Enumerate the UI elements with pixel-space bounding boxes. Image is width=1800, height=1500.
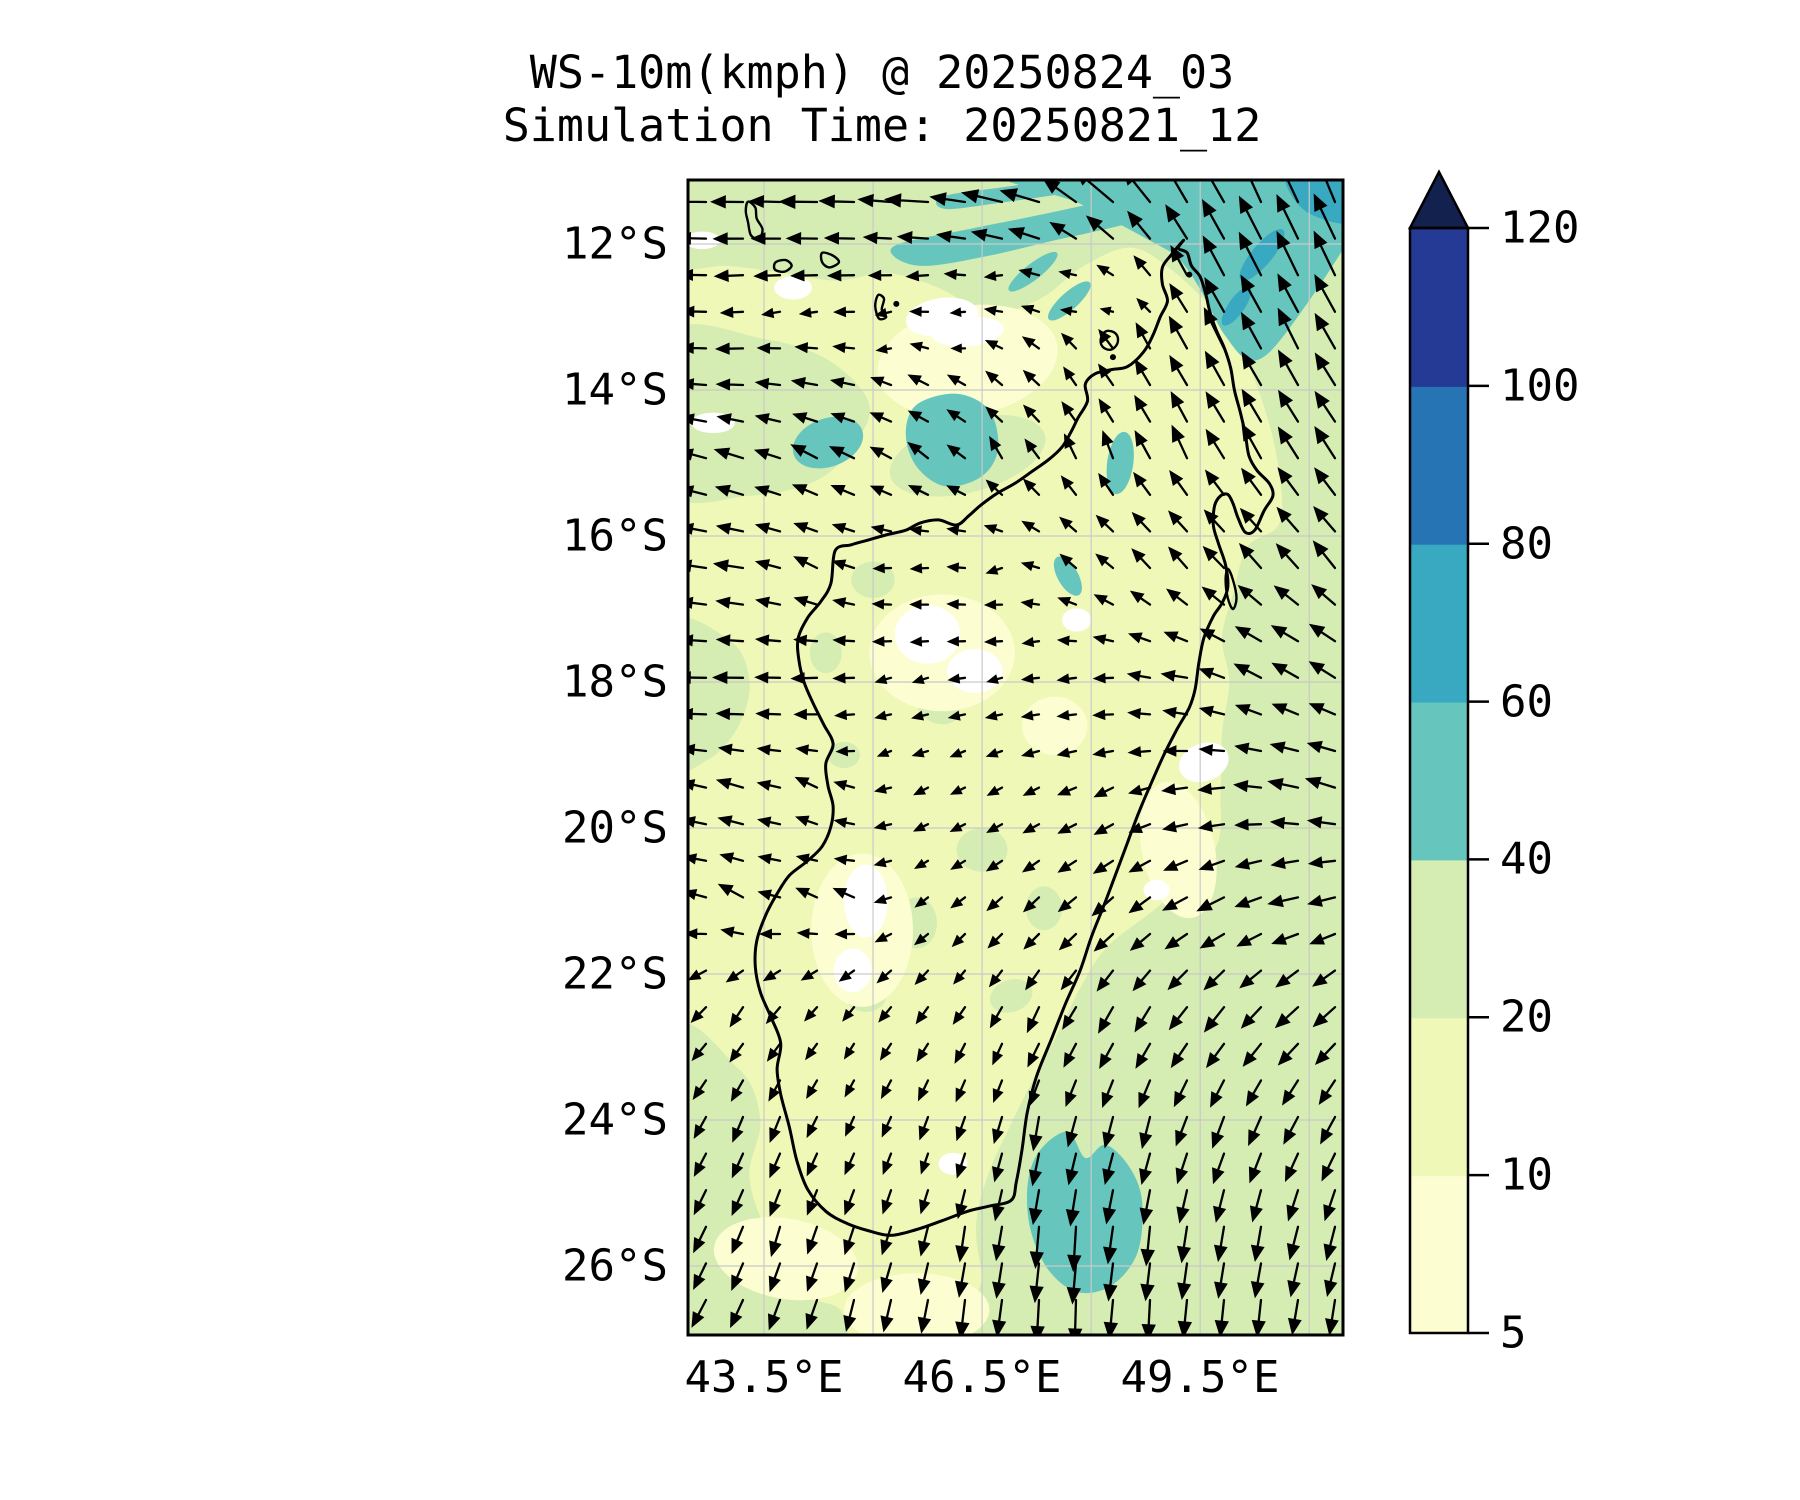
contour-region-40-60 — [905, 393, 999, 487]
lon-tick-label-49-5e: 49.5°E — [1120, 1352, 1280, 1403]
lat-tick-label-22s: 22°S — [562, 948, 668, 1000]
contour-region-<5 — [1062, 608, 1092, 632]
graticule — [688, 180, 1343, 1335]
plot-title-line1: WS-10m(kmph) @ 20250824_03 — [529, 46, 1235, 99]
wind-quiver — [688, 180, 1339, 1335]
contour-region-<5 — [688, 231, 721, 250]
colorbar-tick-100: 100 — [1500, 360, 1580, 412]
contour-region-20-40 — [967, 180, 1343, 1335]
lat-tick-label-26s: 26°S — [562, 1240, 668, 1292]
contour-region-<5 — [1143, 879, 1170, 901]
contour-region-<5 — [931, 316, 1004, 347]
colorbar-outline — [1408, 226, 1470, 1335]
islet-dot — [1186, 271, 1193, 278]
contour-region-40-60 — [890, 185, 1188, 266]
islet-dot — [893, 300, 900, 307]
coastline-madagascar — [753, 238, 1275, 1237]
colorbar-tick-40: 40 — [1500, 833, 1553, 885]
map-border — [686, 178, 1345, 1337]
contour-region-<5 — [774, 276, 812, 300]
coastline-island — [1224, 567, 1238, 611]
lat-tick-label-20s: 20°S — [562, 802, 668, 854]
contour-region-20-40 — [989, 979, 1033, 1013]
colorbar — [1407, 169, 1489, 1335]
colorbar-tick-80: 80 — [1500, 518, 1553, 570]
colorbar-tick-60: 60 — [1500, 676, 1553, 728]
contour-region-60-80 — [1239, 229, 1285, 281]
contour-region-40-60 — [1053, 556, 1082, 596]
colorbar-segment — [1410, 543, 1468, 703]
contour-region-5-10 — [713, 1217, 858, 1301]
contour-region-40-60 — [936, 180, 1125, 210]
lat-tick-label-14s: 14°S — [562, 364, 668, 416]
contour-region-40-60 — [1106, 431, 1134, 495]
contour-region-20-40 — [1025, 886, 1063, 931]
contour-region-40-60 — [1008, 251, 1058, 292]
colorbar-segment — [1410, 1017, 1468, 1177]
contour-region-<5 — [894, 605, 961, 664]
colorbar-segment — [1410, 701, 1468, 861]
lat-tick-label-18s: 18°S — [562, 656, 668, 708]
contour-region-<5 — [947, 649, 1003, 693]
lon-tick-label-46-5e: 46.5°E — [902, 1352, 1062, 1403]
contour-region-5-10 — [843, 1273, 990, 1335]
lat-tick-label-16s: 16°S — [562, 510, 668, 562]
contour-region-20-40 — [688, 617, 750, 771]
contour-region-40-60 — [1004, 180, 1343, 361]
colorbar-extend-max — [1407, 169, 1471, 230]
lat-tick-label-24s: 24°S — [562, 1094, 668, 1146]
coastline-island — [819, 251, 841, 269]
contour-region-60-80 — [1221, 286, 1252, 326]
colorbar-segment — [1410, 859, 1468, 1019]
contour-region-40-60 — [1047, 281, 1091, 321]
lat-tick-label-12s: 12°S — [562, 218, 668, 270]
contour-region-<5 — [1179, 742, 1229, 783]
colorbar-segment — [1410, 228, 1468, 387]
coastline-island — [1099, 329, 1120, 351]
contour-region-<5 — [843, 864, 888, 938]
colorbar-tick-120: 120 — [1500, 202, 1580, 254]
contour-region-5-10 — [1022, 696, 1088, 755]
islet-dot — [1109, 354, 1116, 361]
plot-title-line2: Simulation Time: 20250821_12 — [502, 99, 1262, 152]
colorbar-tick-5: 5 — [1500, 1307, 1527, 1359]
contour-region-20-40 — [809, 632, 842, 674]
colorbar-tick-20: 20 — [1500, 991, 1553, 1043]
contour-region-20-40 — [827, 741, 860, 769]
map-plot-area — [688, 180, 1343, 1335]
lon-tick-label-43-5e: 43.5°E — [684, 1352, 844, 1403]
coastline-island — [772, 258, 793, 274]
colorbar-segment — [1410, 1175, 1468, 1334]
colorbar-tick-10: 10 — [1500, 1149, 1553, 1201]
colorbar-segment — [1410, 385, 1468, 545]
